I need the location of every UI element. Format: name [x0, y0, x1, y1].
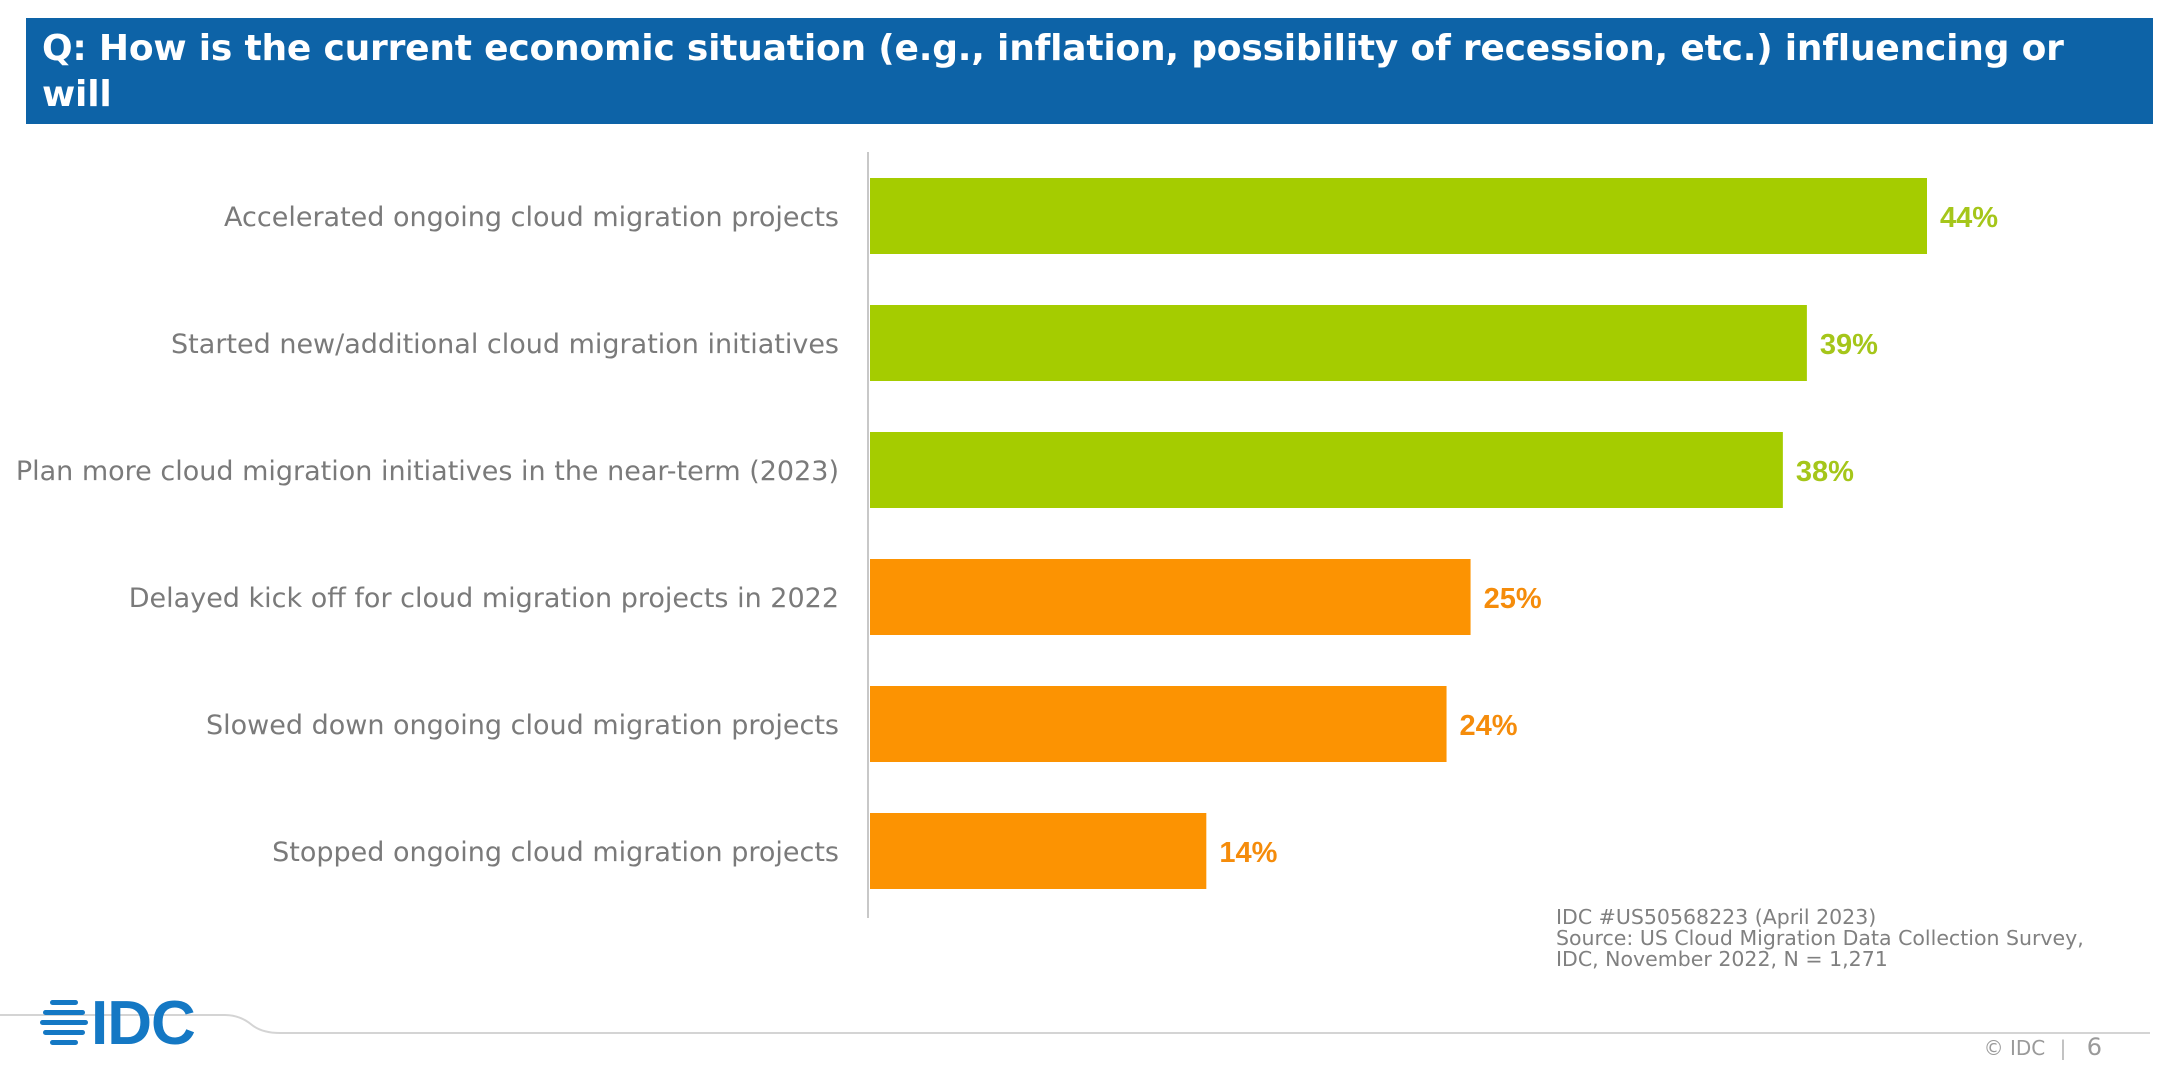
- value-label-5: 24%: [1460, 710, 1518, 742]
- copyright-text: © IDC: [1983, 1036, 2046, 1060]
- source-note-line-3: IDC, November 2022, N = 1,271: [1556, 947, 1888, 971]
- bar-2: [870, 305, 1807, 381]
- bar-5: [870, 686, 1447, 762]
- value-label-3: 38%: [1796, 456, 1854, 488]
- bar-1: [870, 178, 1927, 254]
- category-label-4: Delayed kick off for cloud migration pro…: [129, 583, 839, 614]
- category-label-5: Slowed down ongoing cloud migration proj…: [206, 710, 839, 741]
- footer-divider: [0, 1014, 2150, 1034]
- category-label-3: Plan more cloud migration initiatives in…: [16, 456, 839, 487]
- bar-chart: Accelerated ongoing cloud migration proj…: [16, 152, 1998, 918]
- value-label-1: 44%: [1940, 202, 1998, 234]
- source-note-line-2: Source: US Cloud Migration Data Collecti…: [1556, 926, 2084, 950]
- source-note: IDC #US50568223 (April 2023) Source: US …: [1556, 907, 2156, 970]
- source-note-line-1: IDC #US50568223 (April 2023): [1556, 905, 1877, 929]
- category-label-2: Started new/additional cloud migration i…: [171, 329, 839, 360]
- value-label-4: 25%: [1484, 583, 1542, 615]
- slide-footer: © IDC | 6: [1984, 1033, 2102, 1061]
- question-header: Q: How is the current economic situation…: [26, 18, 2153, 161]
- value-label-2: 39%: [1820, 329, 1878, 361]
- idc-logo: IDC: [40, 989, 230, 1058]
- footer-separator: |: [2059, 1036, 2067, 1060]
- page-number: 6: [2086, 1033, 2102, 1061]
- value-label-6: 14%: [1219, 837, 1277, 869]
- idc-globe-icon: [40, 1000, 88, 1045]
- bar-4: [870, 559, 1471, 635]
- category-label-1: Accelerated ongoing cloud migration proj…: [224, 202, 839, 233]
- category-label-6: Stopped ongoing cloud migration projects: [272, 837, 839, 868]
- question-line-2: influence your cloud migration plans for…: [42, 120, 1526, 161]
- bar-3: [870, 432, 1783, 508]
- idc-logo-text: IDC: [91, 989, 196, 1058]
- bar-6: [870, 813, 1207, 889]
- question-line-1: Q: How is the current economic situation…: [42, 28, 2064, 115]
